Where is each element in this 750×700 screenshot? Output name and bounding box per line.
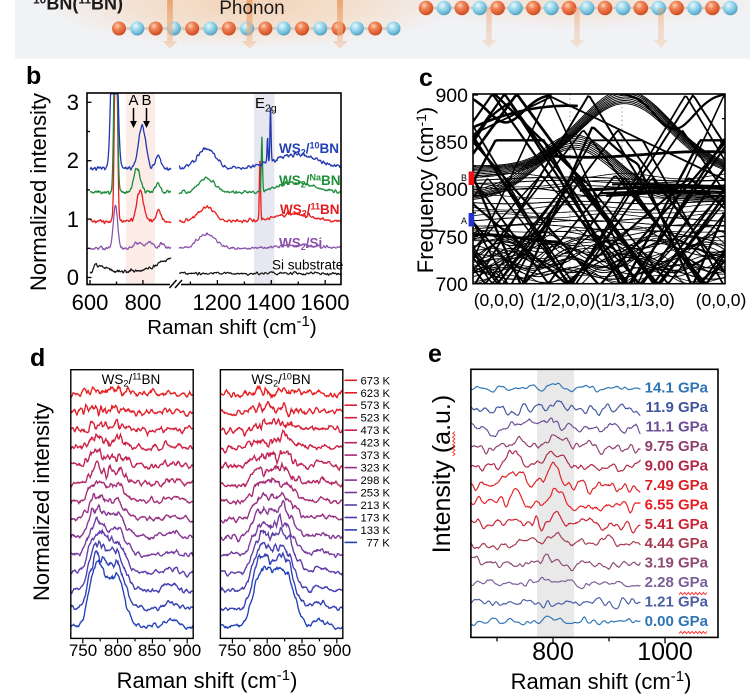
svg-text:253 K: 253 K xyxy=(361,488,391,500)
svg-text:0: 0 xyxy=(67,265,79,290)
svg-text:WS2/10BN: WS2/10BN xyxy=(279,141,339,158)
svg-text:900: 900 xyxy=(323,641,351,660)
svg-text:Normalized intensity: Normalized intensity xyxy=(26,93,51,291)
svg-text:850: 850 xyxy=(138,641,166,660)
svg-text:800: 800 xyxy=(435,179,468,201)
svg-text:673 K: 673 K xyxy=(361,375,391,387)
svg-text:133 K: 133 K xyxy=(361,525,391,537)
svg-text:Raman shift (cm-1): Raman shift (cm-1) xyxy=(117,667,298,693)
svg-text:2.28 GPa: 2.28 GPa xyxy=(645,574,709,591)
svg-text:173 K: 173 K xyxy=(361,513,391,525)
svg-text:900: 900 xyxy=(435,85,468,107)
svg-text:373 K: 373 K xyxy=(361,450,391,462)
svg-text:700: 700 xyxy=(435,274,468,296)
svg-text:800: 800 xyxy=(125,290,162,315)
svg-text:c: c xyxy=(419,64,433,92)
svg-text:(0,0,0): (0,0,0) xyxy=(474,290,525,310)
svg-text:(1/2,0,0): (1/2,0,0) xyxy=(530,290,595,310)
svg-text:Raman shift (cm-1): Raman shift (cm-1) xyxy=(511,668,692,694)
svg-text:850: 850 xyxy=(435,132,468,154)
svg-text:Phonon: Phonon xyxy=(219,0,285,19)
svg-text:b: b xyxy=(26,62,41,90)
svg-text:B: B xyxy=(461,173,467,183)
svg-text:850: 850 xyxy=(288,641,316,660)
svg-text:750: 750 xyxy=(435,227,468,249)
svg-text:1200: 1200 xyxy=(193,290,242,315)
svg-text:600: 600 xyxy=(72,290,109,315)
svg-text:(0,0,0): (0,0,0) xyxy=(696,290,747,310)
svg-text:800: 800 xyxy=(532,638,574,666)
svg-text:213 K: 213 K xyxy=(361,500,391,512)
svg-text:11.9 GPa: 11.9 GPa xyxy=(645,399,708,416)
svg-text:3.19 GPa: 3.19 GPa xyxy=(645,555,709,572)
svg-text:750: 750 xyxy=(69,641,97,660)
svg-text:A: A xyxy=(461,216,467,226)
svg-text:Intensity (a.u.): Intensity (a.u.) xyxy=(428,395,456,553)
svg-text:573 K: 573 K xyxy=(361,400,391,412)
svg-text:423 K: 423 K xyxy=(361,438,391,450)
svg-text:WS2/11BN: WS2/11BN xyxy=(280,202,340,219)
svg-text:473 K: 473 K xyxy=(361,425,391,437)
svg-text:9.00 GPa: 9.00 GPa xyxy=(645,457,709,474)
svg-text:WS2/10BN: WS2/10BN xyxy=(251,372,310,389)
svg-text:B: B xyxy=(141,92,151,109)
svg-text:A: A xyxy=(128,92,138,109)
svg-text:WS2/Si: WS2/Si xyxy=(279,236,322,253)
svg-text:298 K: 298 K xyxy=(361,475,391,487)
svg-text:800: 800 xyxy=(104,641,132,660)
svg-text:5.41 GPa: 5.41 GPa xyxy=(645,516,709,533)
svg-text:Frequency (cm-1): Frequency (cm-1) xyxy=(413,107,438,274)
svg-text:9.75 GPa: 9.75 GPa xyxy=(645,438,709,455)
svg-text:(1/3,1/3,0): (1/3,1/3,0) xyxy=(595,290,675,310)
svg-text:623 K: 623 K xyxy=(361,388,391,400)
svg-text:1: 1 xyxy=(67,207,79,232)
svg-text:6.55 GPa: 6.55 GPa xyxy=(645,496,709,513)
svg-text:750: 750 xyxy=(218,641,246,660)
svg-text:Si substrate: Si substrate xyxy=(272,258,343,273)
svg-text:7.49 GPa: 7.49 GPa xyxy=(645,477,709,494)
svg-text:1000: 1000 xyxy=(637,638,693,666)
svg-text:d: d xyxy=(30,344,45,372)
svg-text:523 K: 523 K xyxy=(361,413,391,425)
svg-text:3: 3 xyxy=(67,90,79,115)
svg-text:WS2/NaBN: WS2/NaBN xyxy=(279,173,341,190)
svg-text:10BN(11BN): 10BN(11BN) xyxy=(33,0,123,14)
svg-text:WS2/11BN: WS2/11BN xyxy=(102,372,161,389)
svg-text:Normalized intensity: Normalized intensity xyxy=(29,403,54,601)
svg-text:800: 800 xyxy=(253,641,281,660)
svg-text:4.44 GPa: 4.44 GPa xyxy=(645,535,709,552)
svg-text:e: e xyxy=(428,340,442,368)
svg-text:323 K: 323 K xyxy=(361,463,391,475)
svg-text:14.1 GPa: 14.1 GPa xyxy=(645,380,709,397)
svg-text:1.21 GPa: 1.21 GPa xyxy=(645,594,709,611)
svg-text:2: 2 xyxy=(67,148,79,173)
svg-text:0.00 GPa: 0.00 GPa xyxy=(645,613,709,630)
svg-text:900: 900 xyxy=(173,641,201,660)
svg-text:1600: 1600 xyxy=(301,290,350,315)
svg-text:1400: 1400 xyxy=(247,290,296,315)
svg-text:77 K: 77 K xyxy=(367,537,391,549)
svg-text:11.1 GPa: 11.1 GPa xyxy=(645,419,708,436)
svg-text:Raman shift (cm-1): Raman shift (cm-1) xyxy=(147,313,316,339)
